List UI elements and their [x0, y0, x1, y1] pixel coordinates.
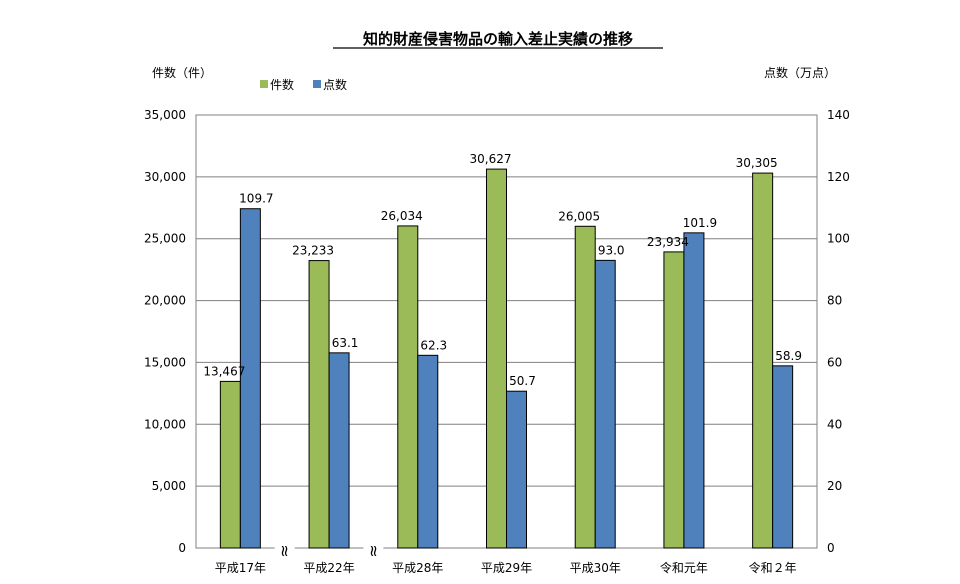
- bar-items: [506, 390, 527, 549]
- legend: 件数 点数: [260, 77, 347, 92]
- data-label-cases: 26,034: [381, 209, 423, 223]
- data-label-items: 101.9: [683, 216, 717, 230]
- chart-title: 知的財産侵害物品の輸入差止実績の推移: [363, 30, 633, 48]
- data-label-items: 93.0: [598, 243, 625, 257]
- bar-items: [239, 208, 261, 549]
- data-label-cases: 23,233: [292, 244, 334, 258]
- x-tick-label: 平成22年: [303, 561, 354, 575]
- data-label-items: 58.9: [775, 349, 802, 363]
- bar-cases: [752, 172, 774, 549]
- right-tick-label: 120: [827, 170, 850, 184]
- bar-items: [417, 354, 439, 549]
- left-tick-label: 5,000: [152, 479, 186, 493]
- data-label-items: 50.7: [509, 374, 536, 388]
- bar-cases: [663, 251, 685, 549]
- bar-items: [772, 365, 794, 549]
- legend-swatch-cases: [260, 80, 268, 88]
- x-tick-label: 令和元年: [660, 560, 708, 575]
- bar-cases: [397, 225, 419, 549]
- x-tick-label: 平成29年: [481, 561, 532, 575]
- right-tick-label: 20: [827, 479, 842, 493]
- data-label-items: 109.7: [239, 192, 273, 206]
- bar-cases: [308, 260, 330, 549]
- right-tick-label: 80: [827, 294, 842, 308]
- bar-items: [594, 259, 616, 549]
- data-label-items: 62.3: [420, 338, 447, 352]
- left-axis-label: 件数（件）: [152, 65, 212, 80]
- axis-break-symbol: ≈: [364, 544, 383, 557]
- data-label-items: 63.1: [332, 336, 359, 350]
- bar-cases: [219, 380, 241, 549]
- legend-swatch-items: [313, 80, 321, 88]
- x-tick-label: 平成17年: [215, 561, 266, 575]
- axis-break-mask: [274, 545, 295, 557]
- data-label-cases: 13,467: [203, 364, 245, 378]
- left-tick-label: 20,000: [144, 294, 186, 308]
- left-tick-label: 0: [178, 541, 186, 555]
- bar-items: [683, 232, 705, 549]
- data-label-cases: 26,005: [558, 209, 600, 223]
- x-tick-label: 令和２年: [749, 560, 797, 575]
- left-tick-label: 30,000: [144, 170, 186, 184]
- right-axis-label: 点数（万点）: [764, 65, 836, 80]
- axis-break-symbol: ≈: [276, 544, 295, 557]
- x-tick-label: 平成28年: [392, 561, 443, 575]
- right-tick-label: 0: [827, 541, 835, 555]
- bar-cases: [486, 168, 507, 549]
- left-tick-label: 35,000: [144, 108, 186, 122]
- x-tick-label: 平成30年: [570, 561, 621, 575]
- bars: [219, 168, 794, 549]
- axis-break-mask: [363, 545, 384, 557]
- legend-label-cases: 件数: [270, 77, 294, 92]
- axis-breaks: ≈ ≈: [274, 544, 384, 558]
- right-tick-label: 40: [827, 417, 842, 431]
- legend-label-items: 点数: [323, 77, 347, 92]
- data-labels: 13,467 109.7 23,233 63.1 26,034 62.3 30,627 50.…: [203, 152, 802, 388]
- left-tick-label: 25,000: [144, 232, 186, 246]
- data-label-cases: 23,934: [647, 235, 689, 249]
- tick-labels: 0 5,000 10,000 15,000 20,000 25,000 30,000 35,0…: [144, 108, 850, 575]
- right-tick-label: 140: [827, 108, 850, 122]
- bar-cases: [574, 225, 596, 549]
- left-tick-label: 10,000: [144, 417, 186, 431]
- right-tick-label: 100: [827, 232, 850, 246]
- left-tick-label: 15,000: [144, 355, 186, 369]
- data-label-cases: 30,305: [736, 156, 778, 170]
- right-tick-label: 60: [827, 355, 842, 369]
- data-label-cases: 30,627: [470, 152, 512, 166]
- bar-items: [328, 352, 350, 549]
